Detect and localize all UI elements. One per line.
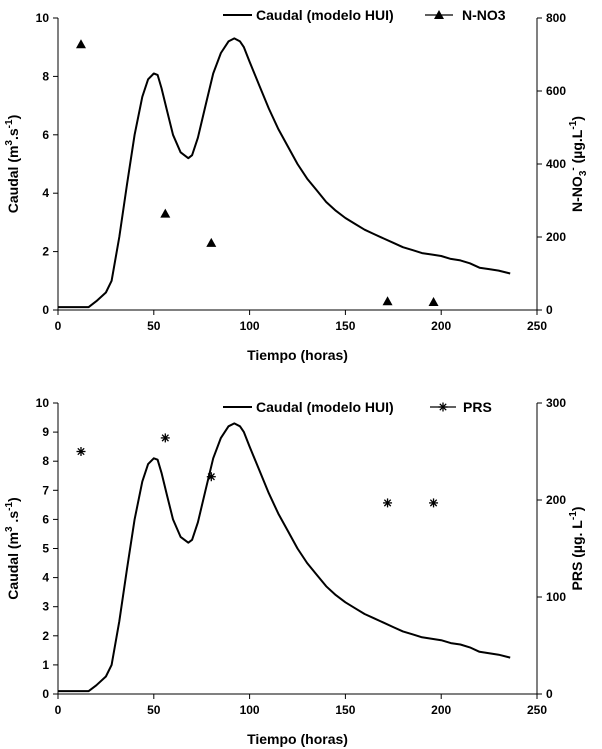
x-tick-label: 100 bbox=[240, 703, 260, 717]
y-axis-title: Caudal (m3 .s-1) bbox=[4, 497, 21, 599]
y2-axis-title: PRS (µg. L-1) bbox=[568, 507, 585, 591]
legend-asterisk-swatch bbox=[438, 402, 448, 412]
data-point-triangle bbox=[428, 296, 439, 306]
y-tick-label: 6 bbox=[42, 128, 49, 142]
legend-label: Caudal (modelo HUI) bbox=[256, 399, 394, 415]
data-point-triangle bbox=[206, 237, 217, 247]
chart-1: 0 50 100 150 200 25002468100200400600800Tiemp… bbox=[4, 7, 589, 363]
series-triangle-markers bbox=[75, 39, 439, 306]
y-tick-label: 6 bbox=[42, 512, 49, 526]
y2-tick-label: 600 bbox=[546, 84, 566, 98]
y-tick-label: 0 bbox=[42, 687, 49, 701]
y-tick-label: 4 bbox=[42, 571, 49, 585]
y-axis-title: Caudal (m3.s-1) bbox=[4, 115, 21, 214]
x-tick-label: 0 bbox=[55, 703, 62, 717]
y2-tick-label: 0 bbox=[546, 303, 553, 317]
chart-2: 0 50 100 150 200 2500123456789100100200300Tie… bbox=[4, 396, 585, 747]
data-point-asterisk bbox=[160, 433, 170, 443]
y2-tick-label: 300 bbox=[546, 396, 566, 410]
legend-label: Caudal (modelo HUI) bbox=[256, 7, 394, 23]
y-tick-label: 2 bbox=[42, 629, 49, 643]
y-tick-label: 10 bbox=[36, 11, 50, 25]
x-tick-label: 150 bbox=[335, 319, 355, 333]
y2-tick-label: 100 bbox=[546, 590, 566, 604]
legend-label: PRS bbox=[463, 399, 492, 415]
legend: Caudal (modelo HUI) N-NO3 bbox=[223, 7, 506, 23]
x-tick-label: 150 bbox=[335, 703, 355, 717]
data-point-triangle bbox=[382, 296, 393, 306]
x-tick-label: 100 bbox=[240, 319, 260, 333]
x-tick-label: 200 bbox=[431, 703, 451, 717]
y2-axis-title: N-NO3- (µg.L-1) bbox=[568, 116, 589, 212]
y-tick-label: 3 bbox=[42, 600, 49, 614]
y-tick-label: 7 bbox=[42, 483, 49, 497]
data-point-asterisk bbox=[429, 498, 439, 508]
x-tick-label: 50 bbox=[147, 319, 161, 333]
legend-label: N-NO3 bbox=[462, 7, 506, 23]
series-line-caudal bbox=[58, 422, 511, 693]
y2-tick-label: 200 bbox=[546, 230, 566, 244]
legend: Caudal (modelo HUI) PRS bbox=[223, 399, 492, 415]
y-tick-label: 0 bbox=[42, 303, 49, 317]
series-line-caudal bbox=[58, 37, 511, 309]
y-tick-label: 2 bbox=[42, 245, 49, 259]
y-tick-label: 4 bbox=[42, 186, 49, 200]
y2-tick-label: 800 bbox=[546, 11, 566, 25]
data-point-asterisk bbox=[206, 472, 216, 482]
y2-tick-label: 0 bbox=[546, 687, 553, 701]
x-tick-label: 250 bbox=[527, 703, 547, 717]
x-axis-title: Tiempo (horas) bbox=[247, 347, 348, 363]
legend-triangle-swatch bbox=[434, 10, 444, 19]
x-tick-label: 200 bbox=[431, 319, 451, 333]
x-tick-label: 0 bbox=[55, 319, 62, 333]
data-point-triangle bbox=[75, 39, 86, 49]
y-tick-label: 10 bbox=[36, 396, 50, 410]
data-point-triangle bbox=[160, 208, 171, 218]
series-asterisk-markers bbox=[76, 433, 439, 508]
y-tick-label: 8 bbox=[42, 454, 49, 468]
y-tick-label: 8 bbox=[42, 69, 49, 83]
x-tick-label: 250 bbox=[527, 319, 547, 333]
y2-tick-label: 200 bbox=[546, 493, 566, 507]
x-axis-title: Tiempo (horas) bbox=[247, 731, 348, 747]
data-point-asterisk bbox=[383, 498, 393, 508]
y-tick-label: 5 bbox=[42, 542, 49, 556]
y-tick-label: 1 bbox=[42, 658, 49, 672]
y-tick-label: 9 bbox=[42, 425, 49, 439]
y2-tick-label: 400 bbox=[546, 157, 566, 171]
data-point-asterisk bbox=[76, 447, 86, 456]
x-tick-label: 50 bbox=[147, 703, 161, 717]
